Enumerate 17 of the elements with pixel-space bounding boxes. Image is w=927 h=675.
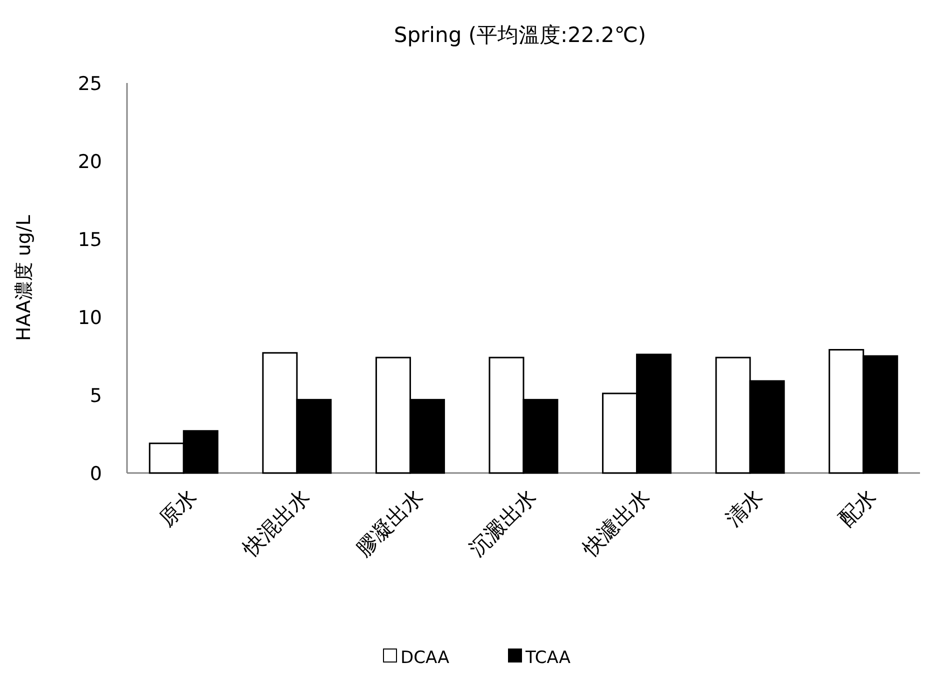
x-tick-label: 清水 bbox=[720, 484, 768, 532]
x-tick-label: 配水 bbox=[834, 484, 881, 532]
legend-label: DCAA bbox=[400, 648, 450, 668]
y-tick-label: 0 bbox=[90, 463, 102, 485]
x-tick-label: 膠凝出水 bbox=[351, 484, 428, 561]
y-axis-title: HAA濃度 ug/L bbox=[13, 214, 35, 341]
legend-label: TCAA bbox=[524, 648, 571, 668]
x-tick-label: 快濾出水 bbox=[577, 484, 654, 562]
chart-title: Spring (平均溫度:22.2℃) bbox=[394, 23, 646, 47]
y-tick-label: 20 bbox=[78, 151, 102, 173]
x-tick-label: 原水 bbox=[154, 484, 202, 532]
x-tick-label: 快混出水 bbox=[237, 484, 314, 562]
y-tick-label: 5 bbox=[90, 385, 102, 407]
y-tick-label: 25 bbox=[78, 73, 102, 95]
y-tick-label: 10 bbox=[78, 307, 102, 329]
x-tick-label: 沉澱出水 bbox=[464, 484, 542, 561]
y-tick-label: 15 bbox=[78, 229, 102, 251]
